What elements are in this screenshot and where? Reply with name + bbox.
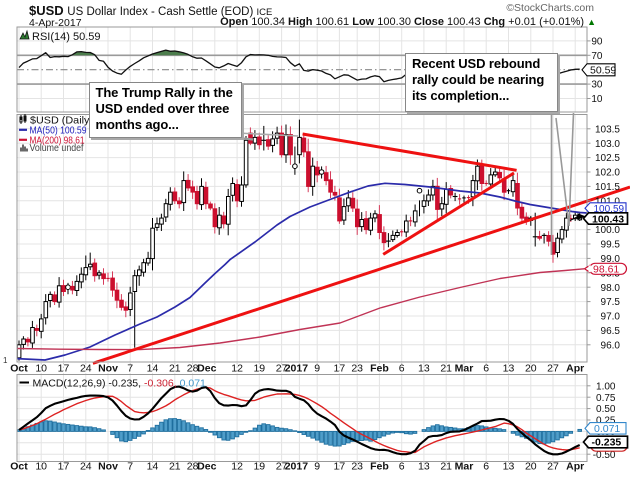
svg-text:23: 23: [351, 363, 363, 375]
svg-text:24: 24: [80, 461, 92, 473]
svg-text:96.5: 96.5: [601, 326, 621, 337]
svg-text:-0.235: -0.235: [592, 437, 622, 449]
svg-text:13: 13: [418, 363, 430, 375]
svg-text:Mar: Mar: [455, 363, 474, 375]
svg-text:10: 10: [35, 363, 47, 375]
svg-text:6: 6: [483, 461, 489, 473]
svg-text:7: 7: [127, 363, 133, 375]
svg-text:Dec: Dec: [197, 461, 216, 473]
svg-text:MACD(12,26,9) -0.235, -0.306,: MACD(12,26,9) -0.235, -0.306, 0.071: [33, 378, 207, 390]
svg-text:17: 17: [58, 363, 70, 375]
svg-text:0.50: 0.50: [596, 404, 616, 415]
svg-text:21: 21: [440, 363, 452, 375]
svg-text:6: 6: [399, 363, 405, 375]
svg-text:17: 17: [334, 363, 346, 375]
svg-text:12: 12: [231, 363, 243, 375]
svg-text:Mar: Mar: [455, 461, 474, 473]
svg-text:97.0: 97.0: [601, 312, 621, 323]
svg-text:2017: 2017: [285, 461, 309, 473]
svg-text:98.0: 98.0: [601, 283, 621, 294]
svg-text:100.59: 100.59: [594, 204, 625, 215]
svg-text:103.0: 103.0: [595, 139, 620, 150]
svg-text:99.0: 99.0: [601, 254, 621, 265]
svg-text:12: 12: [231, 461, 243, 473]
svg-text:Dec: Dec: [197, 363, 216, 375]
svg-text:20: 20: [525, 363, 537, 375]
svg-text:17: 17: [58, 461, 70, 473]
svg-text:21: 21: [169, 461, 181, 473]
svg-text:30: 30: [591, 80, 603, 91]
svg-text:9: 9: [314, 363, 320, 375]
svg-text:7: 7: [127, 461, 133, 473]
svg-text:24: 24: [80, 363, 92, 375]
svg-text:6: 6: [399, 461, 405, 473]
svg-text:2017: 2017: [285, 363, 309, 375]
svg-text:13: 13: [503, 461, 515, 473]
svg-text:27: 27: [547, 363, 559, 375]
svg-text:6: 6: [483, 363, 489, 375]
svg-text:70: 70: [591, 51, 603, 62]
svg-text:90: 90: [591, 37, 603, 48]
svg-text:101.0: 101.0: [595, 196, 620, 207]
svg-text:101.5: 101.5: [595, 182, 620, 193]
svg-text:1.00: 1.00: [596, 381, 616, 392]
svg-text:Volume undef: Volume undef: [30, 142, 84, 154]
svg-text:28: 28: [187, 363, 199, 375]
svg-text:14: 14: [147, 461, 159, 473]
svg-text:17: 17: [334, 461, 346, 473]
svg-text:0.071: 0.071: [594, 423, 620, 435]
svg-text:10: 10: [35, 461, 47, 473]
svg-text:50.59: 50.59: [590, 65, 616, 77]
svg-text:102.5: 102.5: [595, 153, 620, 164]
svg-text:19: 19: [253, 461, 265, 473]
svg-text:27: 27: [547, 461, 559, 473]
svg-text:MA(50) 100.59: MA(50) 100.59: [30, 124, 87, 136]
svg-text:1: 1: [3, 356, 8, 365]
svg-text:102.0: 102.0: [595, 168, 620, 179]
svg-text:19: 19: [253, 363, 265, 375]
svg-text:13: 13: [503, 363, 515, 375]
svg-text:Apr: Apr: [566, 461, 584, 473]
svg-text:9: 9: [314, 461, 320, 473]
svg-text:28: 28: [187, 461, 199, 473]
svg-text:103.5: 103.5: [595, 124, 620, 135]
svg-text:0.25: 0.25: [596, 416, 616, 427]
svg-text:13: 13: [418, 461, 430, 473]
svg-text:Apr: Apr: [566, 363, 584, 375]
svg-text:14: 14: [147, 363, 159, 375]
svg-text:23: 23: [351, 461, 363, 473]
svg-text:97.5: 97.5: [601, 297, 621, 308]
svg-text:20: 20: [525, 461, 537, 473]
svg-text:Feb: Feb: [370, 363, 389, 375]
svg-text:Nov: Nov: [98, 461, 118, 473]
svg-text:-0.50: -0.50: [593, 450, 616, 461]
svg-text:96.0: 96.0: [601, 340, 621, 351]
svg-text:Nov: Nov: [98, 363, 118, 375]
svg-text:Feb: Feb: [370, 461, 389, 473]
svg-text:100.0: 100.0: [595, 225, 620, 236]
svg-text:100.43: 100.43: [592, 213, 624, 225]
svg-text:27: 27: [276, 363, 288, 375]
svg-text:0.75: 0.75: [596, 393, 616, 404]
svg-text:Oct: Oct: [10, 363, 28, 375]
svg-text:21: 21: [169, 363, 181, 375]
svg-text:RSI(14) 50.59: RSI(14) 50.59: [32, 31, 100, 43]
svg-text:MA(200) 98.61: MA(200) 98.61: [30, 134, 85, 146]
svg-text:10: 10: [591, 94, 603, 105]
svg-text:98.61: 98.61: [593, 263, 619, 275]
svg-text:Oct: Oct: [10, 461, 28, 473]
svg-text:27: 27: [276, 461, 288, 473]
svg-text:99.5: 99.5: [601, 240, 621, 251]
svg-text:21: 21: [440, 461, 452, 473]
